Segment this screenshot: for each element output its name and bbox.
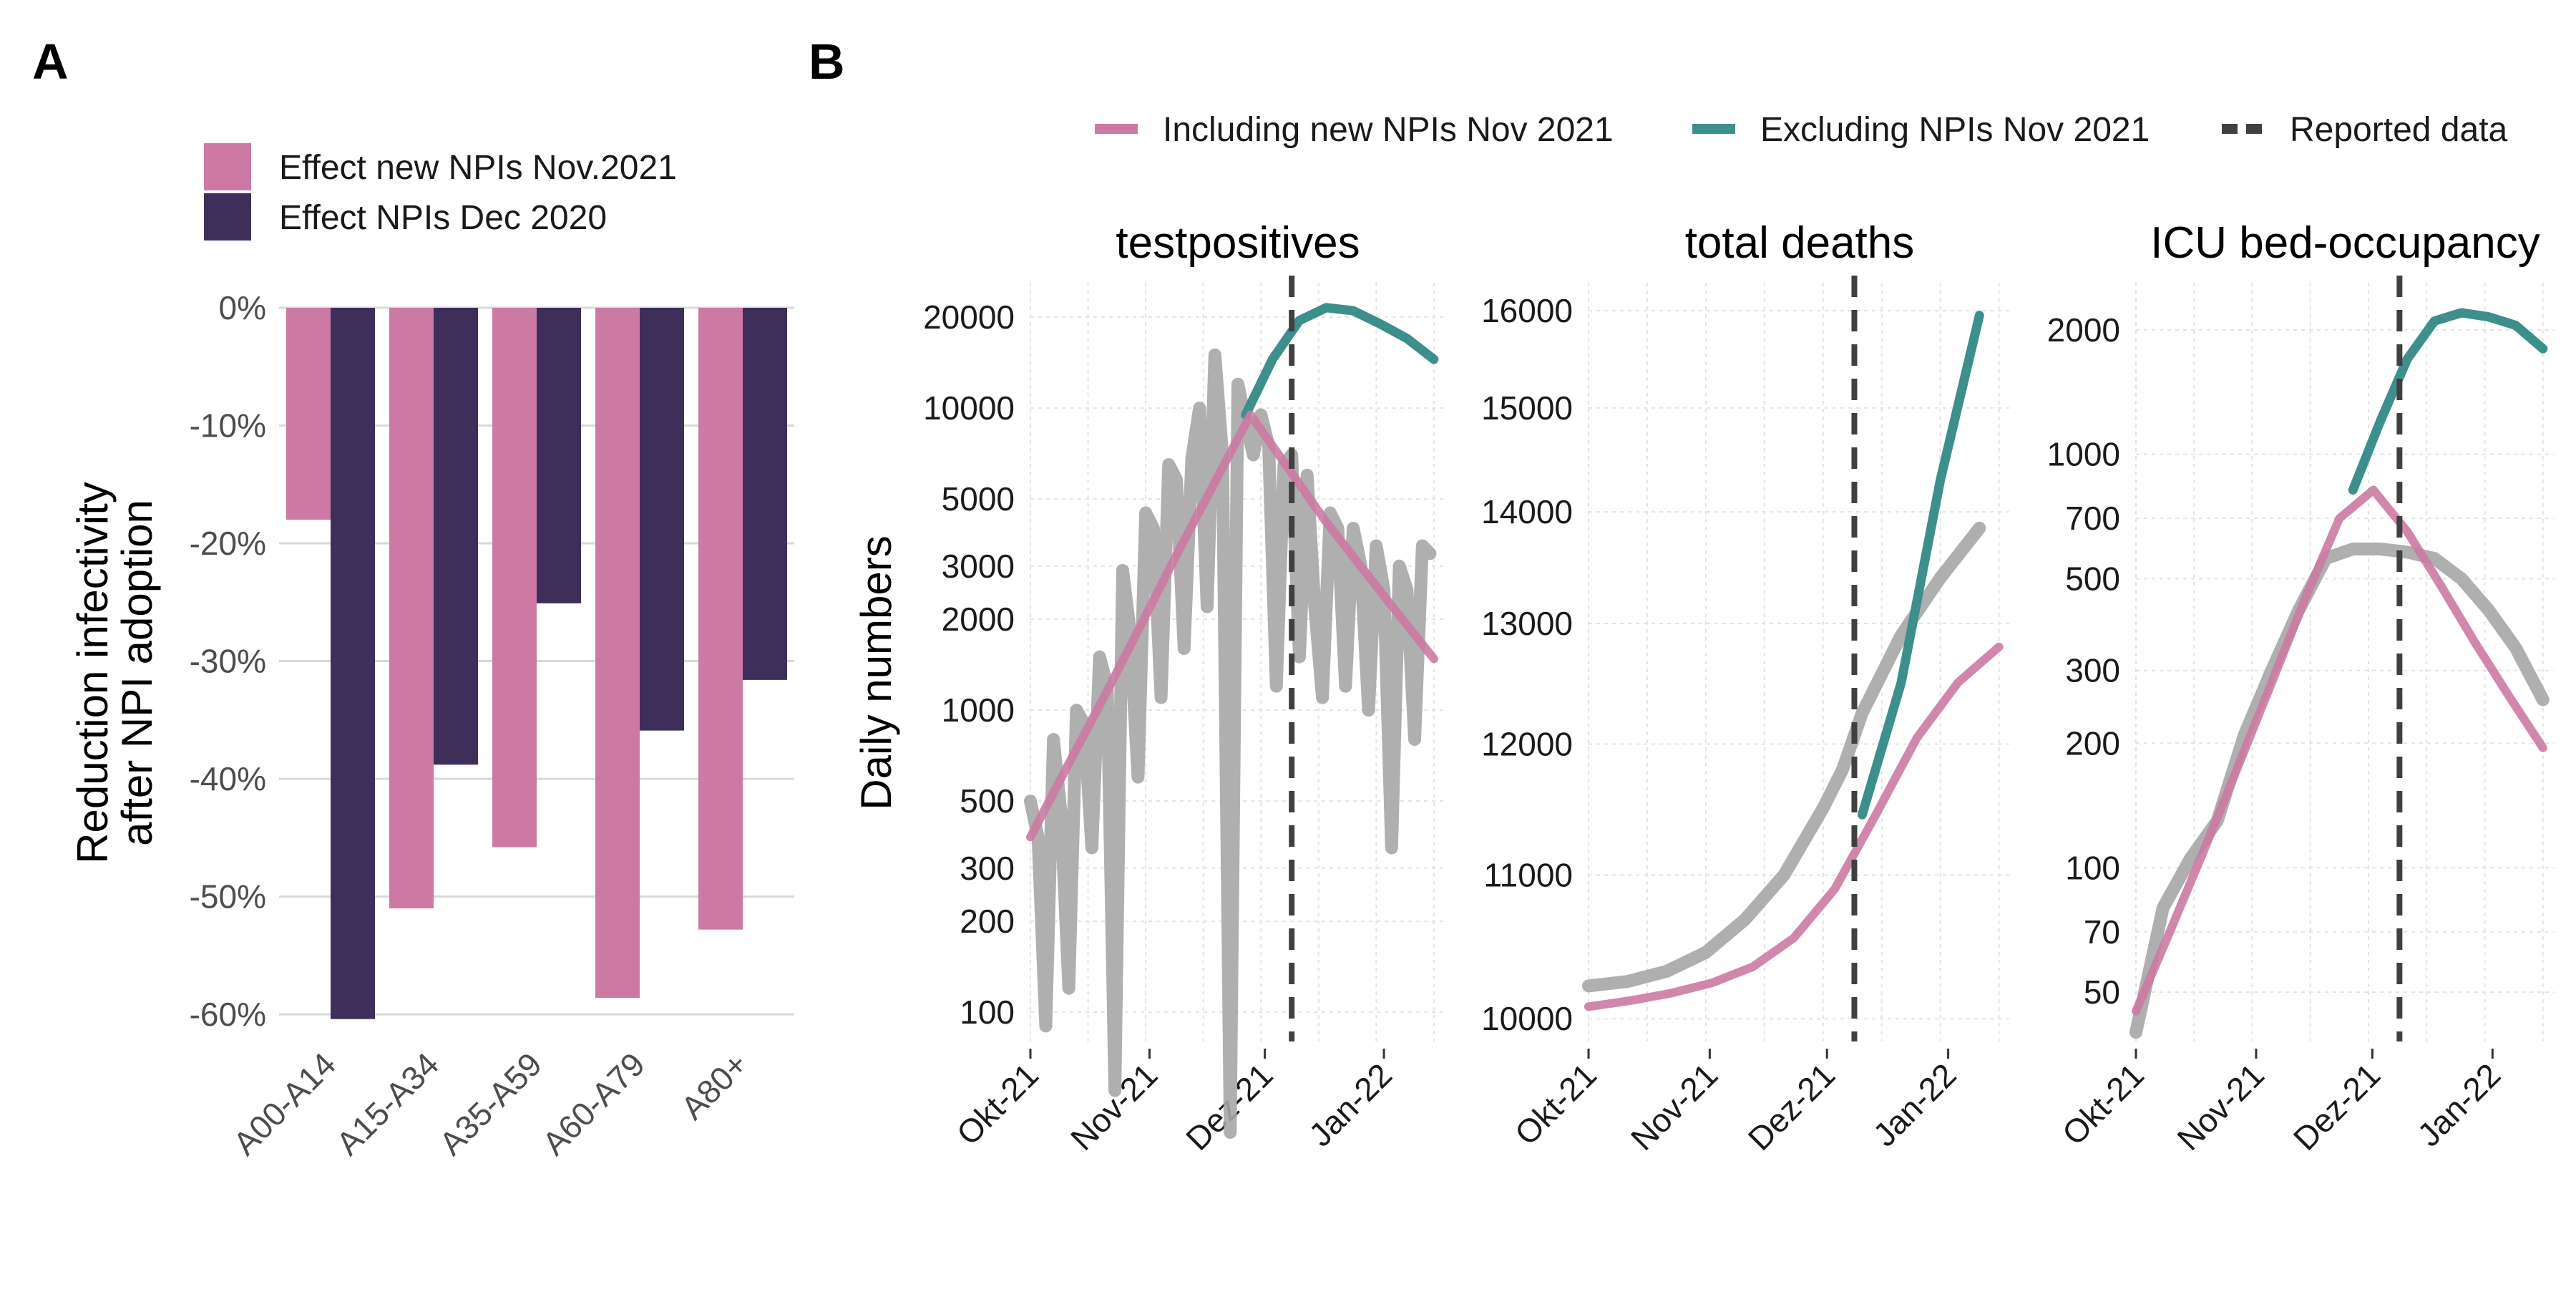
facet-0: testpositives 100 200 300 500 1000 2000 3000 500… bbox=[923, 218, 1445, 1157]
y-tick-label-b: 500 bbox=[2065, 560, 2120, 598]
y-tick-label-b: 5000 bbox=[942, 480, 1015, 518]
y-tick-label-b: 11000 bbox=[1483, 857, 1573, 894]
y-tick-label-b: 100 bbox=[2065, 849, 2120, 886]
y-tick-label-a: -60% bbox=[190, 996, 266, 1033]
legend-swatch-a bbox=[204, 193, 251, 241]
y-tick-label-a: 0% bbox=[219, 289, 266, 326]
legend-label-b: Excluding NPIs Nov 2021 bbox=[1760, 111, 2150, 149]
legend-label-b: Including new NPIs Nov 2021 bbox=[1163, 111, 1614, 149]
y-tick-label-b: 13000 bbox=[1481, 605, 1573, 642]
x-tick-label-b: Jan-22 bbox=[1302, 1056, 1399, 1153]
y-tick-label-b: 10000 bbox=[1481, 1000, 1573, 1037]
y-tick-label-a: -20% bbox=[190, 525, 266, 562]
facet-1: total deaths 10000 11000 12000 13000 14000 150… bbox=[1481, 218, 2011, 1157]
y-axis-title-b: Daily numbers bbox=[852, 535, 900, 810]
y-tick-label-a: -30% bbox=[190, 643, 266, 680]
x-tick-label-b: Okt-21 bbox=[2055, 1056, 2151, 1152]
legend-swatch-a bbox=[204, 143, 251, 190]
y-tick-label-b: 16000 bbox=[1481, 292, 1573, 329]
y-tick-label-b: 2000 bbox=[942, 601, 1015, 638]
line-legend-b: Including new NPIs Nov 2021 Excluding NPI… bbox=[1095, 111, 2508, 149]
y-tick-label-a: -10% bbox=[190, 407, 266, 445]
line-charts-b: Daily numbers testpositives 100 200 300 500 10… bbox=[852, 218, 2555, 1157]
series-including bbox=[2132, 485, 2547, 1016]
x-tick-label-b: Dez-21 bbox=[2286, 1056, 2388, 1157]
x-tick-label-a: A35-A59 bbox=[432, 1045, 549, 1162]
facet-title: total deaths bbox=[1685, 218, 1915, 268]
bar-nov2021 bbox=[286, 308, 331, 520]
bar-dec2020 bbox=[537, 308, 581, 603]
bar-nov2021 bbox=[698, 308, 743, 930]
y-tick-label-b: 700 bbox=[2065, 500, 2120, 537]
series-excluding bbox=[1857, 311, 1984, 820]
facet-2: ICU bed-occupancy 50 70 100 200 300 500 700 1000… bbox=[2047, 218, 2555, 1157]
y-tick-label-b: 12000 bbox=[1481, 726, 1573, 763]
y-tick-label-b: 300 bbox=[960, 850, 1015, 887]
bar-nov2021 bbox=[492, 308, 537, 847]
bar-dec2020 bbox=[743, 308, 787, 680]
bar-nov2021 bbox=[595, 308, 640, 999]
bar-dec2020 bbox=[331, 308, 375, 1019]
x-tick-label-a: A00-A14 bbox=[226, 1045, 343, 1162]
y-tick-label-b: 200 bbox=[2065, 724, 2120, 762]
y-tick-label-b: 15000 bbox=[1481, 389, 1573, 427]
series-including bbox=[1026, 410, 1438, 842]
bar-dec2020 bbox=[640, 308, 684, 731]
x-tick-label-b: Nov-21 bbox=[1624, 1056, 1725, 1157]
x-tick-label-a: A15-A34 bbox=[329, 1045, 446, 1162]
y-tick-label-b: 2000 bbox=[2047, 311, 2120, 349]
y-tick-label-b: 14000 bbox=[1481, 493, 1573, 530]
y-tick-label-b: 500 bbox=[960, 782, 1015, 820]
y-tick-label-b: 1000 bbox=[942, 691, 1015, 729]
x-tick-label-b: Jan-22 bbox=[1865, 1056, 1963, 1153]
y-tick-label-a: -40% bbox=[190, 760, 266, 797]
y-tick-label-b: 100 bbox=[960, 994, 1015, 1031]
bar-dec2020 bbox=[434, 308, 478, 765]
facet-title: ICU bed-occupancy bbox=[2150, 218, 2540, 268]
x-tick-label-a: A60-A79 bbox=[535, 1045, 652, 1162]
x-tick-label-b: Jan-22 bbox=[2410, 1056, 2507, 1153]
series-including bbox=[1584, 642, 2004, 1011]
series-excluding bbox=[1241, 303, 1439, 419]
series-reported bbox=[2129, 543, 2550, 1039]
x-tick-label-b: Nov-21 bbox=[2170, 1056, 2271, 1157]
x-tick-label-a: A80+ bbox=[673, 1045, 755, 1127]
y-tick-label-b: 1000 bbox=[2047, 436, 2120, 473]
series-excluding bbox=[2348, 308, 2548, 495]
y-tick-label-a: -50% bbox=[190, 878, 266, 915]
y-axis-title-a: Reduction infectivityafter NPI adoption bbox=[69, 482, 161, 864]
y-tick-label-b: 70 bbox=[2084, 913, 2120, 951]
x-tick-label-b: Dez-21 bbox=[1741, 1056, 1843, 1157]
y-tick-label-b: 10000 bbox=[923, 389, 1015, 427]
y-tick-label-b: 300 bbox=[2065, 652, 2120, 689]
x-tick-label-b: Okt-21 bbox=[1508, 1056, 1604, 1152]
y-tick-label-b: 50 bbox=[2084, 973, 2120, 1011]
facet-title: testpositives bbox=[1116, 218, 1360, 268]
legend-label-a: Effect NPIs Dec 2020 bbox=[279, 199, 607, 237]
series-reported bbox=[1024, 348, 1437, 1139]
bar-nov2021 bbox=[389, 308, 434, 909]
x-tick-label-b: Okt-21 bbox=[950, 1056, 1045, 1152]
y-tick-label-b: 3000 bbox=[942, 548, 1015, 585]
legend-label-b: Reported data bbox=[2290, 111, 2508, 149]
y-tick-label-b: 20000 bbox=[923, 298, 1015, 336]
y-tick-label-b: 200 bbox=[960, 903, 1015, 940]
bar-chart-a: 0% -10% -20% -30% -40% -50% -60% A00-A14A15-A34… bbox=[69, 143, 794, 1162]
panel-label-b: B bbox=[809, 34, 845, 89]
legend-label-a: Effect new NPIs Nov.2021 bbox=[279, 149, 677, 187]
panel-label-a: A bbox=[32, 34, 69, 89]
